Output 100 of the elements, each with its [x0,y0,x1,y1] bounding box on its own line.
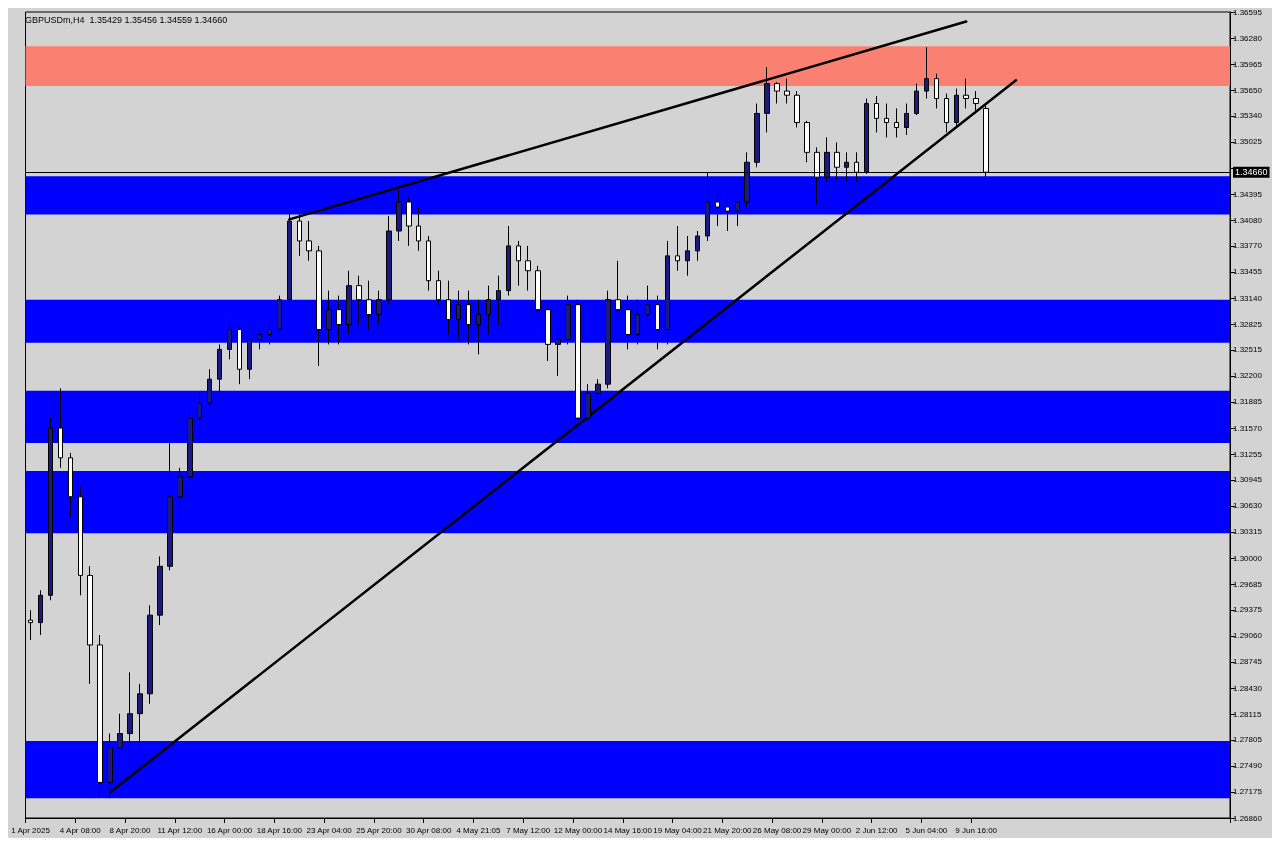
candlestick [884,102,889,138]
candlestick [237,324,242,385]
candlestick [735,196,740,227]
y-tick-label: 1.30945 [1233,475,1263,485]
candlestick [356,275,362,326]
candlestick [316,245,322,367]
candlestick [197,392,202,439]
y-tick-label: 1.31885 [1233,397,1263,407]
candlestick [954,88,959,128]
candlestick [675,225,680,272]
candlestick [934,73,939,109]
candlestick [456,290,461,340]
candlestick [555,324,561,377]
y-tick-label: 1.27805 [1233,735,1263,745]
y-tick-label: 1.32515 [1233,345,1263,355]
candlestick [575,299,581,439]
y-tick-label: 1.33770 [1233,241,1263,251]
chart-title: GBPUSDm,H4 1.35429 1.35456 1.34559 1.34660 [25,14,228,25]
candlestick [257,324,262,350]
candlestick [426,235,431,292]
y-tick-label: 1.34080 [1233,215,1263,225]
candlestick [496,275,501,326]
y-tick-label: 1.35965 [1233,59,1263,69]
candlestick [68,452,73,518]
x-tick-label: 4 May 21:05 [456,825,502,835]
candlestick [944,93,949,133]
y-tick-label: 1.31570 [1233,423,1263,433]
x-tick-label: 11 Apr 12:00 [157,825,203,835]
candlestick [336,295,342,345]
x-tick-label: 14 May 16:00 [603,825,653,835]
candlestick [277,295,282,340]
candlestick [28,609,33,641]
candlestick [874,95,879,133]
candlestick [137,683,143,754]
candlestick [117,713,123,764]
candlestick [167,438,173,571]
candlestick [177,467,183,523]
y-tick-label: 1.31255 [1233,449,1263,459]
candlestick [127,671,133,759]
x-tick-label: 25 Apr 20:00 [356,825,403,835]
y-tick-label: 1.32825 [1233,319,1263,329]
candlestick [466,290,471,345]
candlestick [535,265,541,331]
y-tick-label: 1.29685 [1233,579,1263,589]
candlestick [247,333,252,380]
candlestick [207,368,212,414]
candlestick [267,319,272,345]
x-tick-label: 26 May 08:00 [752,825,802,835]
candlestick [376,290,382,326]
candlestick [794,90,800,128]
y-tick-label: 1.33140 [1233,293,1263,303]
candlestick [436,270,441,306]
candlestick [665,240,670,345]
candlestick [416,206,421,252]
y-tick-label: 1.35650 [1233,85,1263,95]
candlestick [774,81,780,104]
candlestick [635,299,640,345]
y-tick-label: 1.36595 [1233,7,1263,17]
candlestick [715,186,720,227]
candlestick [695,230,700,262]
x-tick-label: 2 Jun 12:00 [855,825,899,835]
candlestick [306,220,312,262]
candlestick [187,407,193,483]
candlestick [565,295,571,345]
y-tick-label: 1.29375 [1233,605,1263,615]
x-tick-label: 7 May 12:00 [506,825,551,835]
candlestick [486,285,491,335]
candlestick [625,295,631,350]
y-tick-label: 1.35340 [1233,111,1263,121]
candlestick [346,270,352,335]
candlestick [615,260,621,321]
candlestick [963,78,969,109]
candlestick [506,225,511,297]
candlestick [784,78,790,104]
candlestick [804,120,810,163]
y-tick-label: 1.36280 [1233,33,1263,43]
candlestick [217,343,222,394]
y-tick-label: 1.28430 [1233,683,1263,693]
x-tick-label: 18 Apr 16:00 [256,825,303,835]
candlestick [595,378,601,409]
candlestick [545,304,551,362]
candlestick [406,196,412,247]
candlestick [894,107,899,138]
y-tick-label: 1.27175 [1233,787,1263,797]
candlestick [585,383,591,424]
x-tick-label: 5 Jun 04:00 [905,825,948,835]
ref-line-label: 1.34660 [1235,167,1268,178]
x-tick-label: 29 May 00:00 [802,825,852,835]
candlestick [48,417,53,601]
x-tick-label: 4 Apr 08:00 [59,825,102,835]
y-tick-label: 1.30000 [1233,553,1263,563]
x-tick-label: 16 Apr 00:00 [206,825,253,835]
candlestick [147,604,153,705]
candlestick [476,299,481,355]
candlestick [754,102,760,168]
y-tick-label: 1.28115 [1233,709,1262,719]
candlestick [87,565,93,685]
y-tick-label: 1.26860 [1233,813,1263,823]
candlestick [924,46,929,100]
y-tick-label: 1.30630 [1233,501,1263,511]
